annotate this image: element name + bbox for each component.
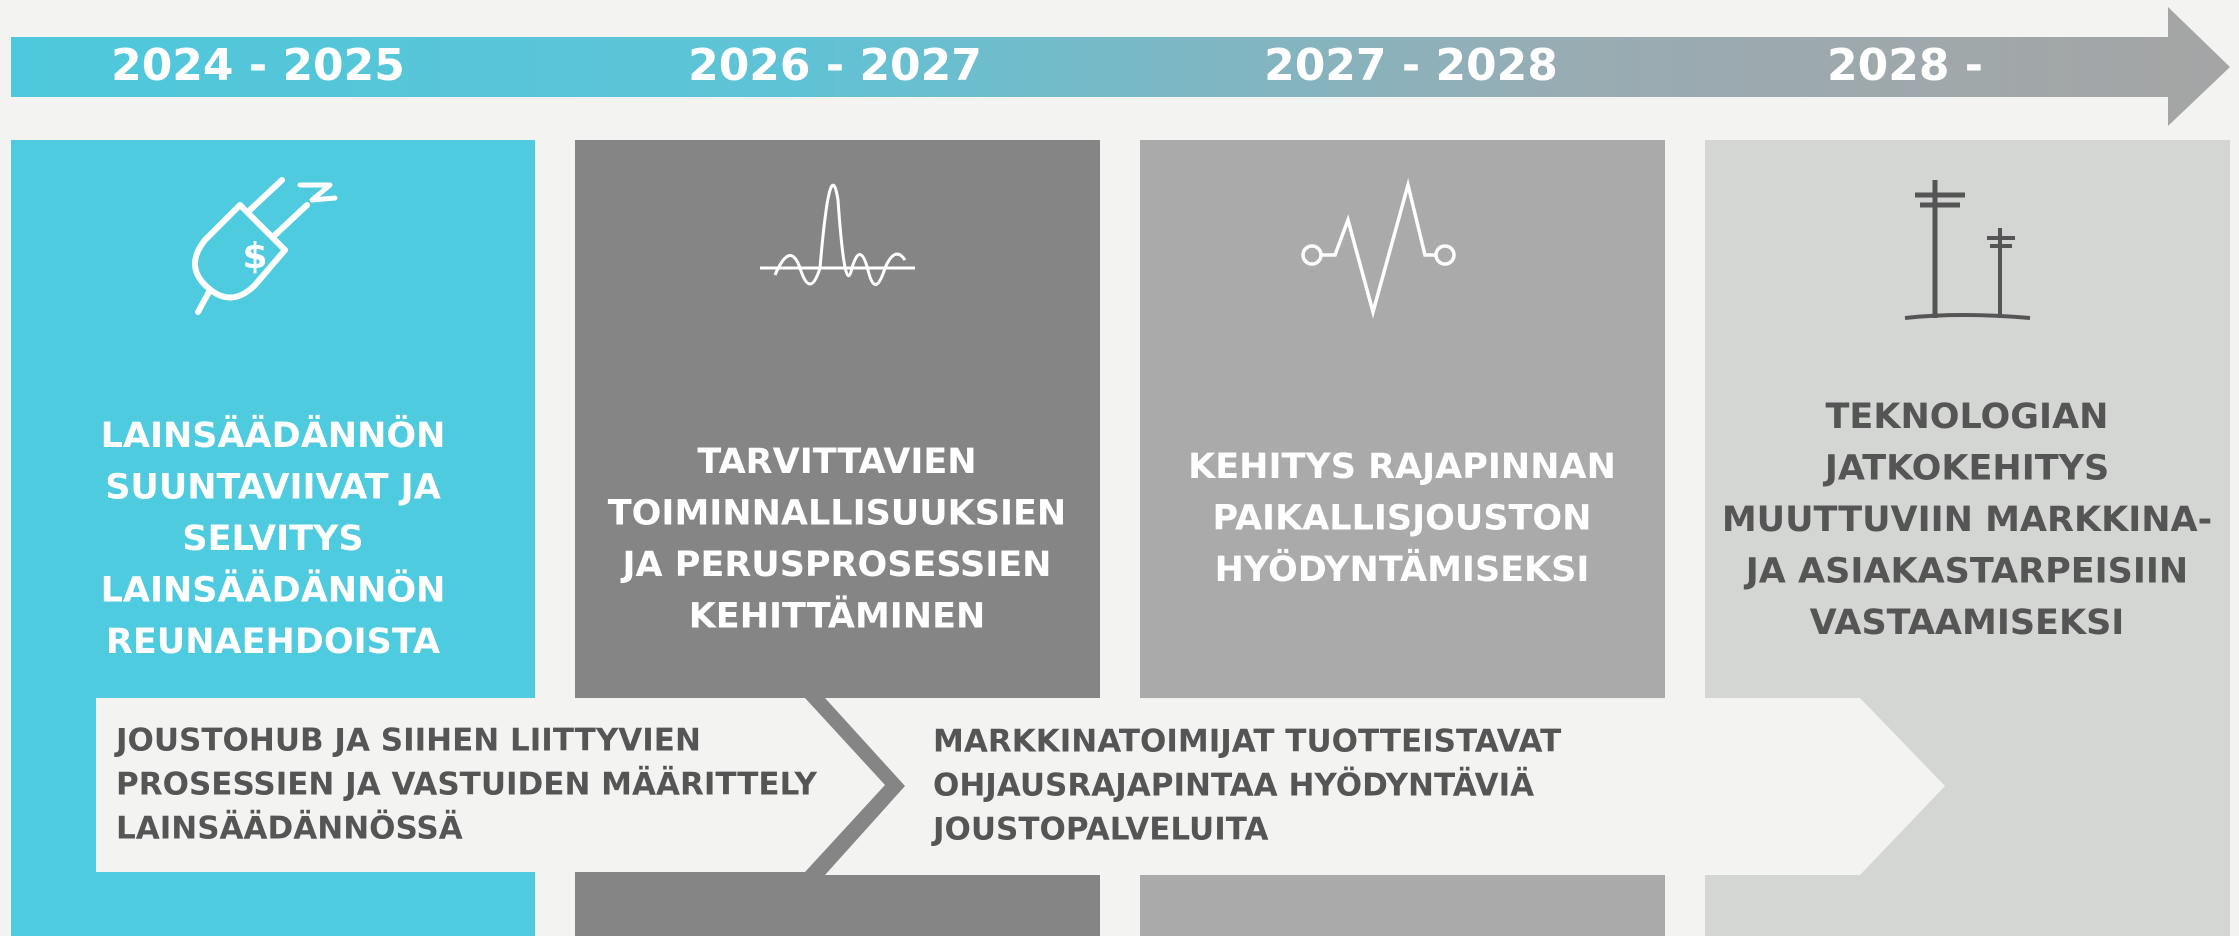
column-title: JATKOKEHITYS bbox=[1823, 449, 2109, 489]
column-title: TARVITTAVIEN bbox=[697, 442, 976, 482]
power-pole-icon bbox=[1904, 180, 2031, 320]
column-title: PAIKALLISJOUSTON bbox=[1213, 499, 1592, 539]
column-title: KEHITYS RAJAPINNAN bbox=[1188, 447, 1616, 487]
svg-text:$: $ bbox=[242, 236, 267, 277]
period-label: 2024 - 2025 bbox=[111, 40, 405, 91]
period-label: 2028 - bbox=[1827, 40, 1983, 91]
column-title: TOIMINNALLISUUKSIEN bbox=[608, 494, 1066, 534]
milestone-text: JOUSTOPALVELUITA bbox=[931, 812, 1269, 848]
column-title: JA ASIAKASTARPEISIIN bbox=[1744, 552, 2188, 592]
column-title: MUUTTUVIIN MARKKINA- bbox=[1722, 500, 2212, 540]
column-title: VASTAAMISEKSI bbox=[1810, 603, 2125, 643]
wave-icon bbox=[760, 183, 915, 286]
milestone-chevron bbox=[96, 698, 885, 872]
milestone-text: JOUSTOHUB JA SIIHEN LIITTYVIEN bbox=[114, 723, 701, 759]
plug-icon: $ bbox=[192, 177, 338, 315]
pulse-icon bbox=[1301, 178, 1456, 319]
column-title: TEKNOLOGIAN bbox=[1826, 397, 2109, 437]
column-title: LAINSÄÄDÄNNÖN bbox=[101, 569, 446, 611]
milestone-text: LAINSÄÄDÄNNÖSSÄ bbox=[116, 810, 463, 847]
column-title: LAINSÄÄDÄNNÖN bbox=[101, 414, 446, 456]
milestone-text: MARKKINATOIMIJAT TUOTTEISTAVAT bbox=[933, 724, 1561, 760]
column-title: JA PERUSPROSESSIEN bbox=[621, 545, 1052, 585]
column-title: HYÖDYNTÄMISEKSI bbox=[1215, 548, 1590, 590]
timeline-arrow bbox=[11, 7, 2230, 126]
period-label: 2026 - 2027 bbox=[688, 40, 982, 91]
milestone-text: OHJAUSRAJAPINTAA HYÖDYNTÄVIÄ bbox=[933, 767, 1534, 804]
period-label: 2027 - 2028 bbox=[1264, 40, 1558, 91]
column-title: SELVITYS bbox=[182, 519, 363, 559]
column-title: REUNAEHDOISTA bbox=[106, 622, 440, 662]
milestone-text: PROSESSIEN JA VASTUIDEN MÄÄRITTELY bbox=[116, 767, 818, 803]
column-title: SUUNTAVIIVAT JA bbox=[105, 468, 441, 508]
column-title: KEHITTÄMINEN bbox=[689, 595, 986, 637]
milestone-chevron bbox=[825, 698, 1945, 875]
